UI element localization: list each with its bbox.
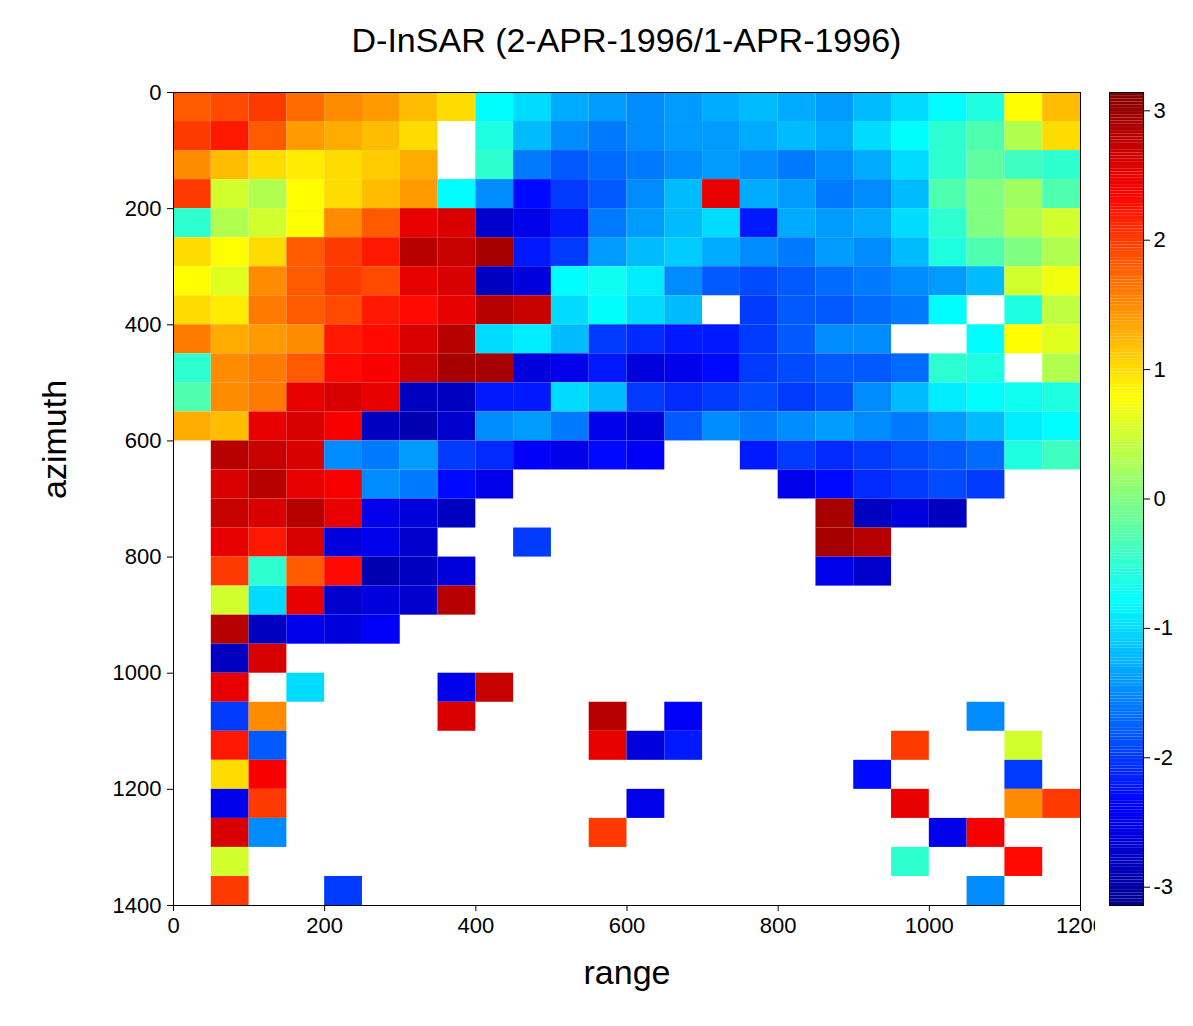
svg-text:0: 0 <box>149 80 161 105</box>
svg-text:200: 200 <box>125 196 162 221</box>
svg-text:3: 3 <box>1154 98 1166 123</box>
svg-text:800: 800 <box>760 913 797 938</box>
svg-text:1000: 1000 <box>905 913 954 938</box>
svg-text:2: 2 <box>1154 227 1166 252</box>
svg-text:0: 0 <box>1154 486 1166 511</box>
svg-text:200: 200 <box>306 913 343 938</box>
svg-text:1200: 1200 <box>113 776 162 801</box>
svg-text:range: range <box>584 953 671 991</box>
svg-text:1000: 1000 <box>113 660 162 685</box>
svg-text:600: 600 <box>125 428 162 453</box>
html-text:D-InSAR (2-APR-1996/1-APR-1996: D-InSAR (2-APR-1996/1-APR-1996) <box>351 21 902 59</box>
svg-text:-1: -1 <box>1154 615 1174 640</box>
svg-text:600: 600 <box>609 913 646 938</box>
svg-text:1400: 1400 <box>113 893 162 918</box>
svg-text:1200: 1200 <box>1056 913 1105 939</box>
svg-text:azimuth: azimuth <box>35 380 73 499</box>
svg-text:400: 400 <box>457 913 494 938</box>
svg-text:-3: -3 <box>1154 874 1174 899</box>
svg-text:-2: -2 <box>1154 745 1174 770</box>
svg-text:400: 400 <box>125 312 162 337</box>
svg-text:1: 1 <box>1154 357 1166 382</box>
svg-text:800: 800 <box>125 544 162 569</box>
svg-text:0: 0 <box>167 913 179 938</box>
